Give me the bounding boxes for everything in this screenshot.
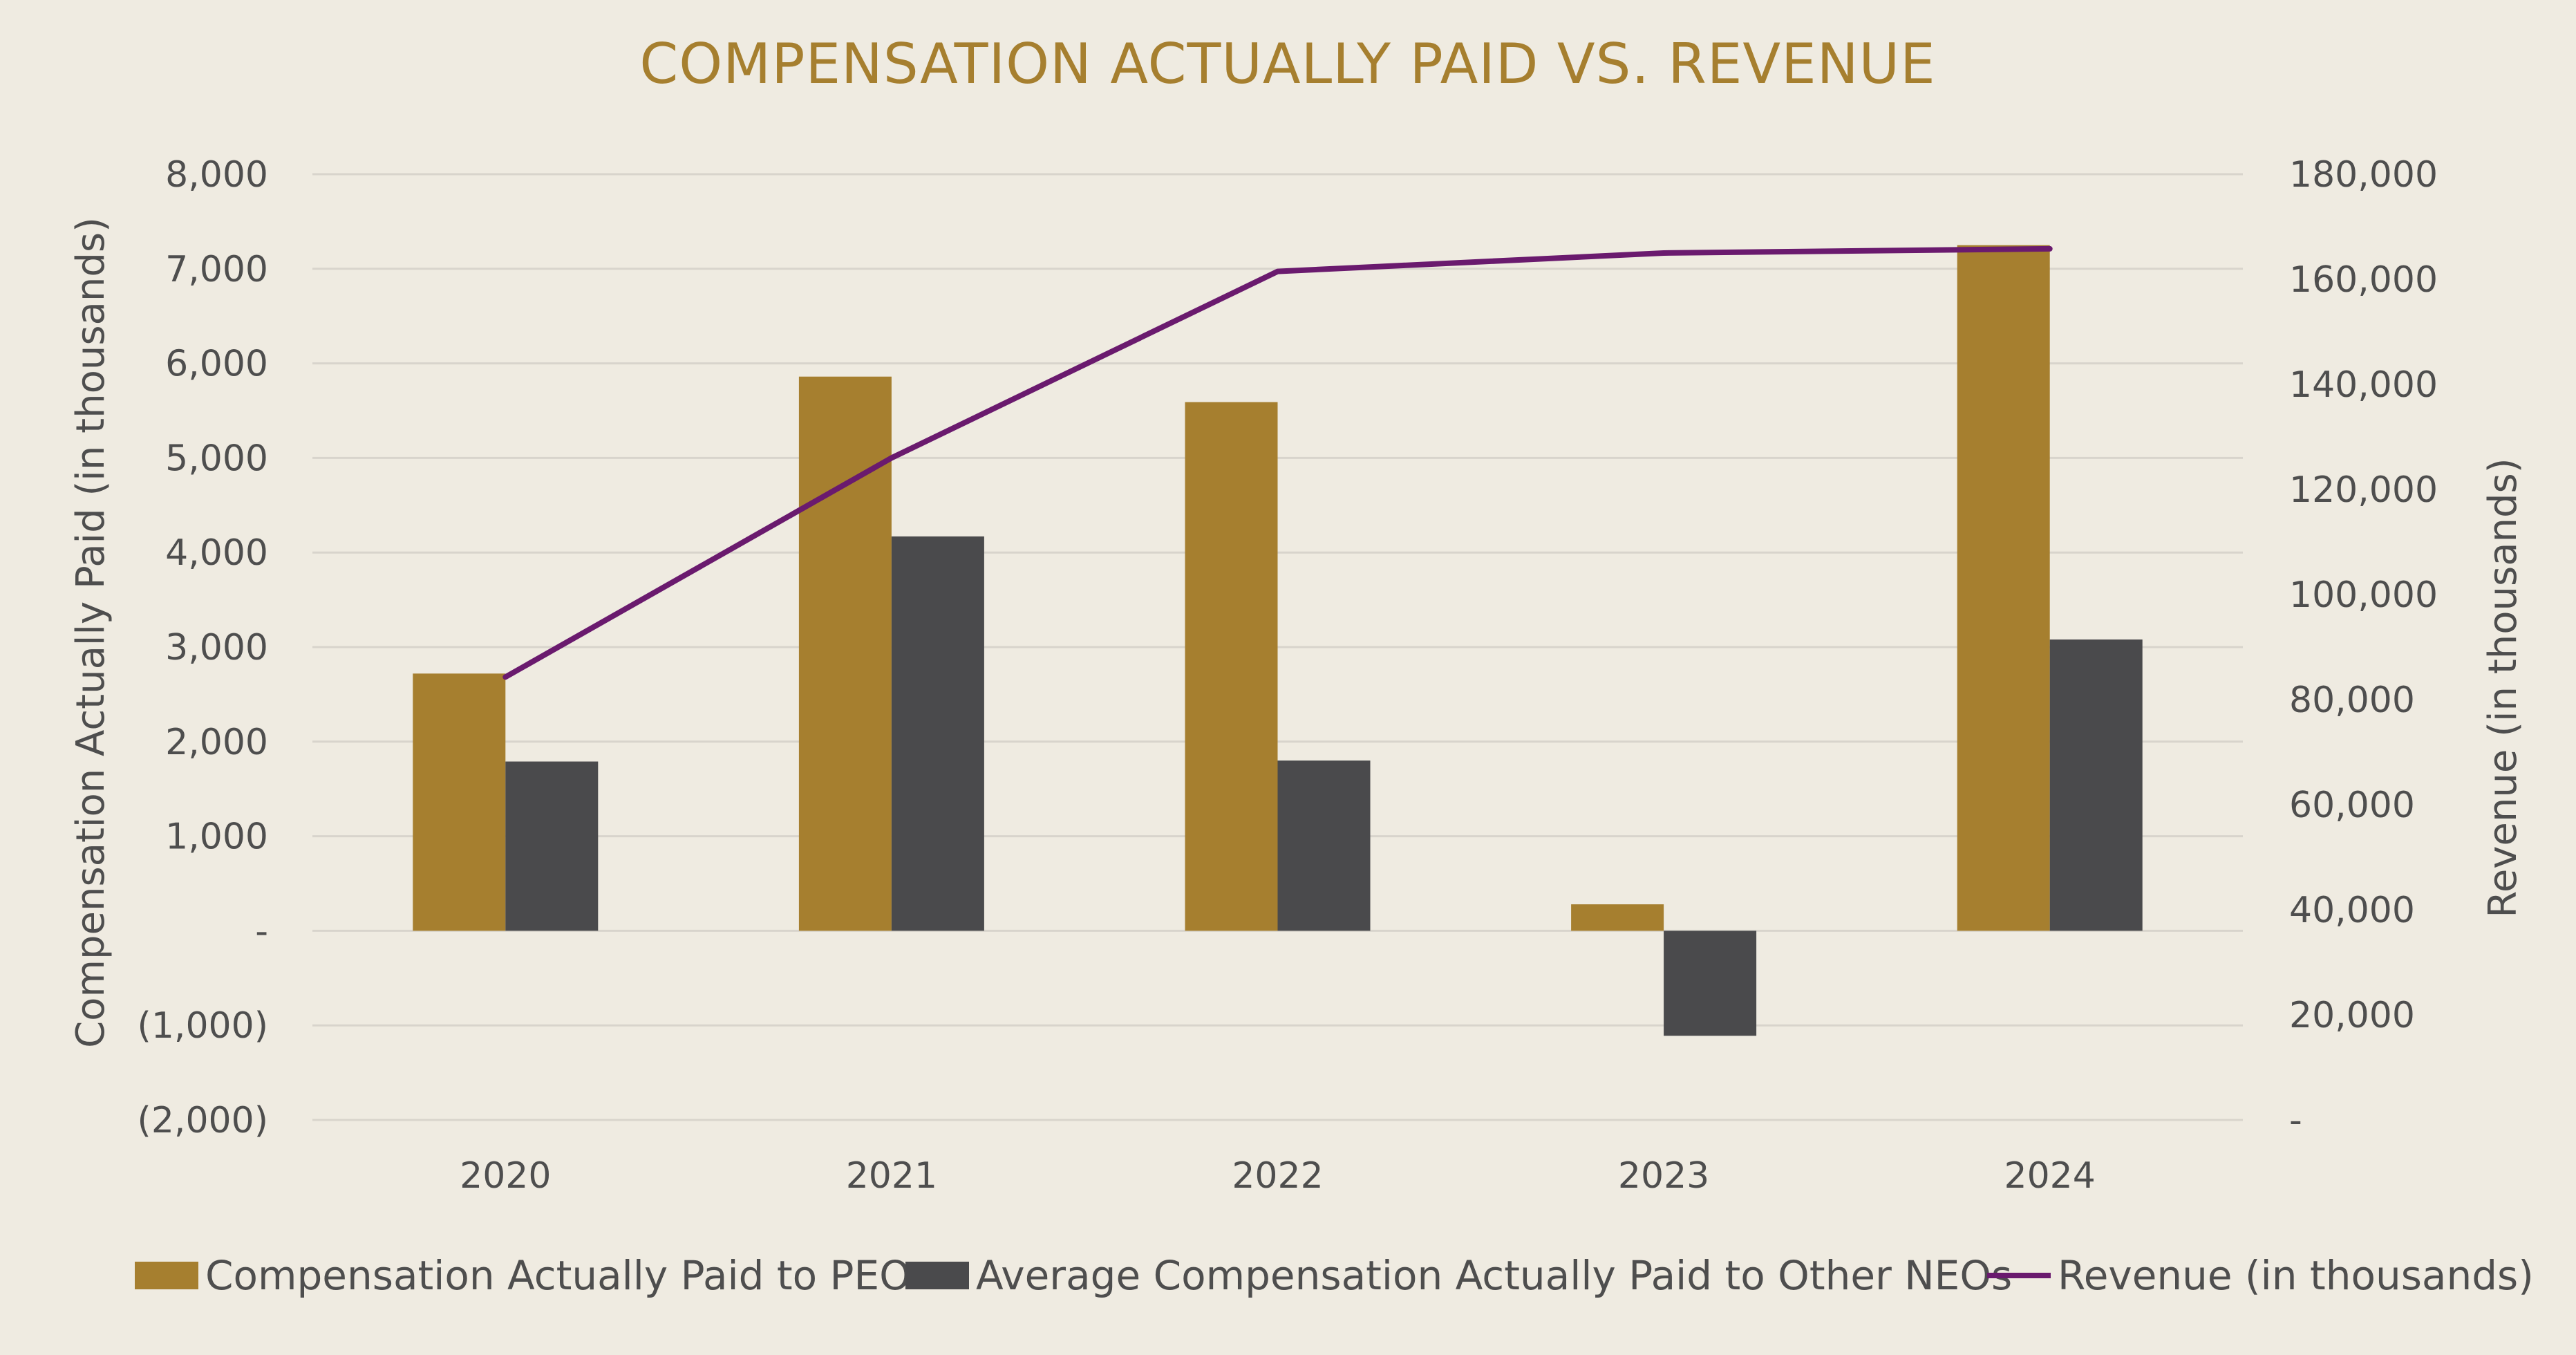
revenue-line-layer [502, 245, 2053, 680]
legend-swatch-other-neos [905, 1262, 969, 1289]
bar-peo-2024 [1957, 245, 2050, 931]
bars [413, 245, 2143, 1036]
bar-peo-2023 [1571, 904, 1664, 931]
legend-swatch-peo [135, 1262, 198, 1289]
right-axis-title: Revenue (in thousands) [2481, 458, 2526, 917]
bar-other-neos-2024 [2049, 639, 2143, 931]
chart-title: COMPENSATION ACTUALLY PAID VS. REVENUE [639, 32, 1935, 96]
right-axis-tick-label: 80,000 [2289, 680, 2415, 721]
left-axis-tick-label: (2,000) [138, 1100, 268, 1141]
left-axis-tick-label: 1,000 [165, 816, 268, 858]
right-axis-tick-label: 140,000 [2289, 364, 2438, 406]
x-axis-tick-label: 2022 [1232, 1155, 1323, 1197]
legend-label: Compensation Actually Paid to PEO [205, 1252, 911, 1299]
bar-other-neos-2023 [1664, 931, 1757, 1036]
right-axis-tick-label: 60,000 [2289, 785, 2415, 826]
legend-label: Average Compensation Actually Paid to Ot… [976, 1252, 2012, 1299]
left-axis-tick-label: 6,000 [165, 344, 268, 385]
x-axis-tick-label: 2020 [460, 1155, 551, 1197]
left-axis-tick-label: 8,000 [165, 154, 268, 196]
left-axis-ticks: 8,000 7,000 6,000 5,000 4,000 3,000 2,000 1,000… [138, 154, 268, 1141]
right-axis-tick-label: 120,000 [2289, 469, 2438, 511]
legend: Compensation Actually Paid to PEO Average… [135, 1252, 2534, 1299]
left-axis-tick-label: 3,000 [165, 627, 268, 669]
revenue-line [502, 245, 2053, 680]
right-axis-ticks: 180,000 160,000 140,000 120,000 100,000 80,00… [2289, 154, 2438, 1141]
left-axis-tick-label: (1,000) [138, 1005, 268, 1047]
bar-other-neos-2021 [891, 536, 984, 931]
left-axis-tick-label: - [255, 910, 268, 952]
bar-peo-2022 [1185, 402, 1278, 931]
bar-peo-2021 [798, 376, 892, 931]
x-axis-tick-label: 2021 [846, 1155, 937, 1197]
right-axis-tick-label: 100,000 [2289, 574, 2438, 616]
x-axis-tick-label: 2024 [2004, 1155, 2096, 1197]
bar-other-neos-2022 [1277, 760, 1371, 931]
left-axis-tick-label: 4,000 [165, 532, 268, 574]
left-axis-tick-label: 5,000 [165, 438, 268, 479]
right-axis-tick-label: 40,000 [2289, 890, 2415, 931]
bar-peo-2020 [413, 673, 506, 931]
x-axis-ticks: 2020 2021 2022 2023 2024 [460, 1155, 2096, 1197]
x-axis-tick-label: 2023 [1618, 1155, 1709, 1197]
left-axis-tick-label: 2,000 [165, 722, 268, 763]
right-axis-tick-label: 160,000 [2289, 259, 2438, 301]
bar-other-neos-2020 [505, 761, 599, 931]
right-axis-tick-label: 180,000 [2289, 154, 2438, 196]
right-axis-tick-label: - [2289, 1100, 2302, 1141]
legend-label: Revenue (in thousands) [2058, 1252, 2534, 1299]
left-axis-title: Compensation Actually Paid (in thousands… [68, 217, 113, 1048]
right-axis-tick-label: 20,000 [2289, 995, 2415, 1036]
left-axis-tick-label: 7,000 [165, 249, 268, 290]
